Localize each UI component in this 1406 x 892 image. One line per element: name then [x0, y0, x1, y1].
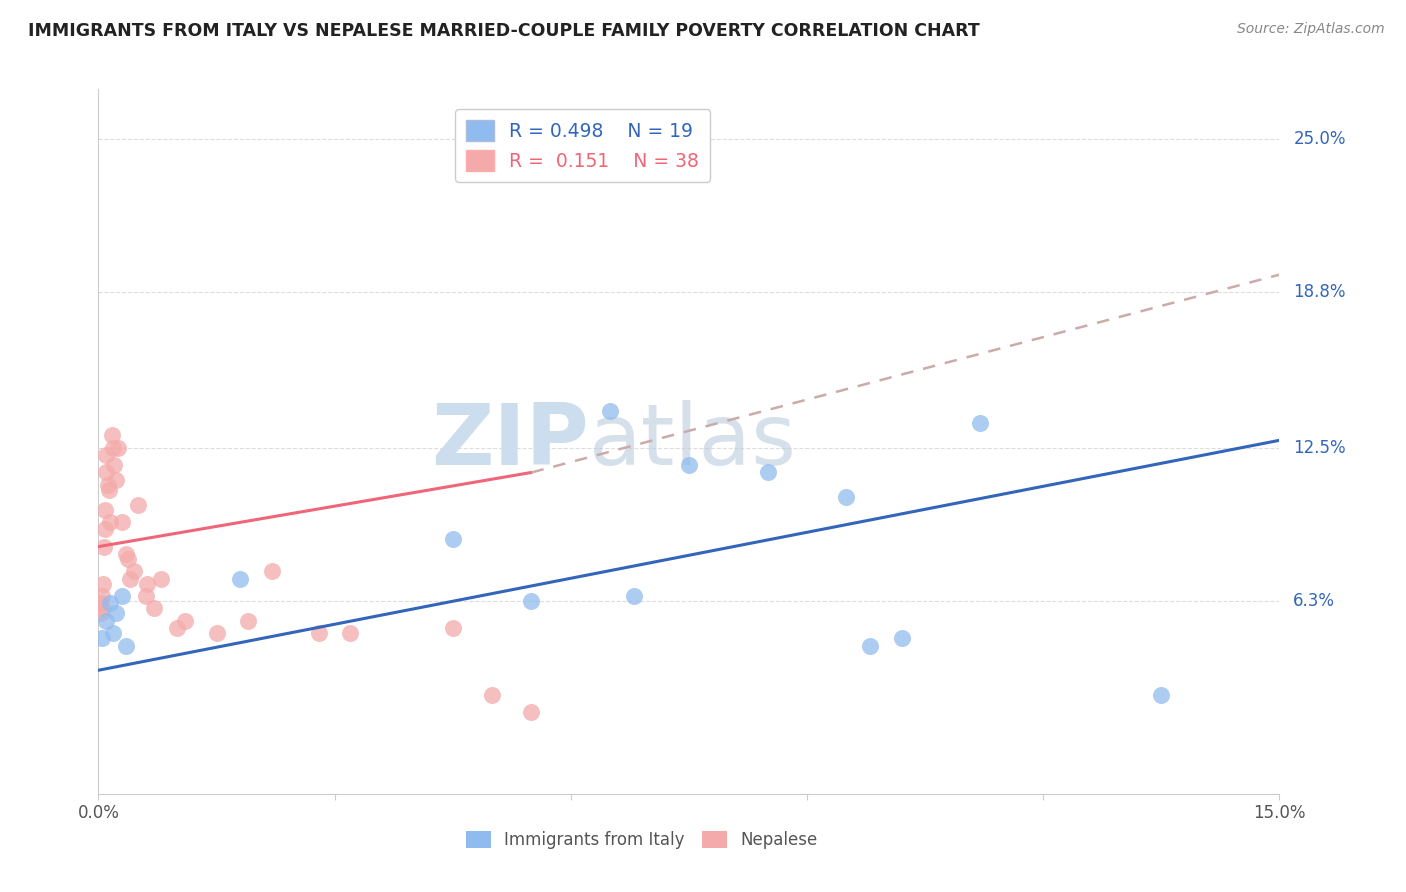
- Point: [308, 626, 330, 640]
- Point: [969, 416, 991, 430]
- Text: IMMIGRANTS FROM ITALY VS NEPALESE MARRIED-COUPLE FAMILY POVERTY CORRELATION CHAR: IMMIGRANTS FROM ITALY VS NEPALESE MARRIE…: [28, 22, 980, 40]
- Point: [104, 607, 127, 621]
- Point: [481, 688, 503, 702]
- Point: [441, 621, 464, 635]
- Point: [166, 621, 188, 635]
- Point: [93, 502, 115, 516]
- Text: 6.3%: 6.3%: [1294, 592, 1336, 610]
- Point: [93, 522, 115, 536]
- Point: [623, 589, 645, 603]
- Legend: Immigrants from Italy, Nepalese: Immigrants from Italy, Nepalese: [460, 824, 824, 856]
- Point: [441, 532, 464, 546]
- Point: [150, 572, 173, 586]
- Point: [101, 428, 124, 442]
- Point: [107, 441, 129, 455]
- Point: [236, 614, 259, 628]
- Point: [96, 466, 118, 480]
- Text: 18.8%: 18.8%: [1294, 283, 1346, 301]
- Point: [756, 466, 779, 480]
- Point: [101, 626, 124, 640]
- Point: [98, 483, 121, 497]
- Point: [229, 572, 252, 586]
- Point: [111, 589, 134, 603]
- Point: [101, 441, 124, 455]
- Point: [115, 639, 138, 653]
- Point: [111, 515, 134, 529]
- Point: [117, 552, 139, 566]
- Point: [96, 614, 118, 628]
- Point: [859, 639, 882, 653]
- Point: [104, 473, 127, 487]
- Text: Source: ZipAtlas.com: Source: ZipAtlas.com: [1237, 22, 1385, 37]
- Point: [520, 594, 543, 608]
- Point: [520, 706, 543, 720]
- Text: ZIP: ZIP: [430, 400, 589, 483]
- Point: [136, 576, 159, 591]
- Point: [599, 403, 621, 417]
- Point: [127, 498, 149, 512]
- Point: [339, 626, 361, 640]
- Point: [91, 631, 114, 645]
- Point: [91, 589, 114, 603]
- Point: [90, 601, 112, 615]
- Point: [98, 515, 121, 529]
- Point: [118, 572, 141, 586]
- Point: [174, 614, 197, 628]
- Point: [115, 547, 138, 561]
- Point: [1150, 688, 1173, 702]
- Point: [135, 589, 157, 603]
- Point: [93, 540, 115, 554]
- Point: [890, 631, 912, 645]
- Text: 25.0%: 25.0%: [1294, 129, 1346, 148]
- Text: atlas: atlas: [589, 400, 797, 483]
- Point: [205, 626, 228, 640]
- Point: [678, 458, 700, 472]
- Point: [122, 565, 145, 579]
- Point: [89, 597, 111, 611]
- Point: [97, 478, 120, 492]
- Point: [98, 597, 121, 611]
- Point: [96, 448, 118, 462]
- Point: [142, 601, 165, 615]
- Point: [91, 576, 114, 591]
- Point: [90, 607, 112, 621]
- Point: [835, 490, 858, 504]
- Text: 12.5%: 12.5%: [1294, 439, 1346, 457]
- Point: [103, 458, 125, 472]
- Point: [260, 565, 283, 579]
